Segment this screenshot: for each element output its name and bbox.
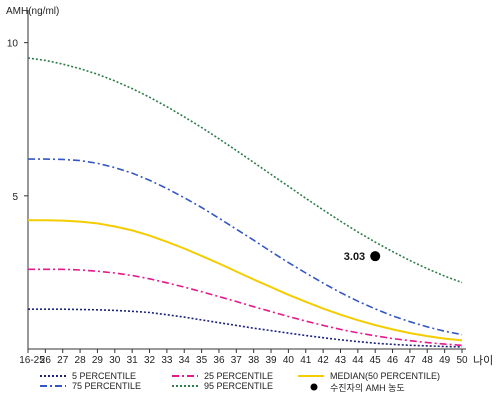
- x-tick-label: 28: [75, 355, 87, 366]
- y-axis-title: AMH(ng/ml): [6, 6, 59, 17]
- x-tick-label: 35: [196, 355, 208, 366]
- x-tick-label: 31: [127, 355, 139, 366]
- x-tick-label: 40: [283, 355, 295, 366]
- x-tick-label: 44: [352, 355, 364, 366]
- legend-patient-marker: [310, 383, 318, 391]
- legend-label-patient: 수진자의 AMH 농도: [330, 383, 405, 393]
- x-tick-label: 50: [456, 355, 468, 366]
- x-tick-label: 42: [318, 355, 330, 366]
- legend-label: MEDIAN(50 PERCENTILE): [330, 371, 440, 381]
- legend: 5 PERCENTILE 25 PERCENTILE MEDIAN(50 PERCE…: [40, 371, 440, 393]
- series-line-25-percentile: [28, 268, 463, 347]
- x-tick-label: 48: [422, 355, 434, 366]
- series-line-median-50-percentile-: [28, 219, 463, 342]
- x-tick-label: 38: [248, 355, 260, 366]
- y-tick-label: 5: [12, 192, 18, 203]
- x-tick-label: 36: [213, 355, 225, 366]
- x-axis-title: 나이: [473, 354, 493, 367]
- x-tick-label: 32: [144, 355, 156, 366]
- x-tick-label: 46: [387, 355, 399, 366]
- x-tick-label: 49: [439, 355, 451, 366]
- patient-amh-value-label: 3.03: [344, 251, 365, 263]
- x-tick-label: 41: [300, 355, 312, 366]
- x-tick-label: 29: [92, 355, 104, 366]
- x-tick-label: 47: [404, 355, 416, 366]
- x-tick-label: 33: [161, 355, 173, 366]
- x-tick-label: 34: [179, 355, 191, 366]
- patient-amh-point: [370, 251, 381, 262]
- x-tick-label: 30: [109, 355, 121, 366]
- series-line-5-percentile: [28, 308, 463, 348]
- x-tick-label: 39: [265, 355, 277, 366]
- x-tick-label: 27: [57, 355, 69, 366]
- legend-label: 25 PERCENTILE: [204, 371, 273, 381]
- y-tick-label: 10: [7, 39, 19, 50]
- series-line-75-percentile: [28, 158, 463, 336]
- x-tick-label: 16-25: [19, 355, 45, 366]
- x-tick-label: 43: [335, 355, 347, 366]
- x-tick-label: 26: [40, 355, 52, 366]
- x-tick-label: 37: [231, 355, 243, 366]
- legend-label: 5 PERCENTILE: [72, 371, 136, 381]
- series-line-95-percentile: [27, 57, 463, 284]
- legend-label: 95 PERCENTILE: [204, 381, 273, 391]
- x-tick-label: 45: [370, 355, 382, 366]
- legend-label: 75 PERCENTILE: [72, 381, 141, 391]
